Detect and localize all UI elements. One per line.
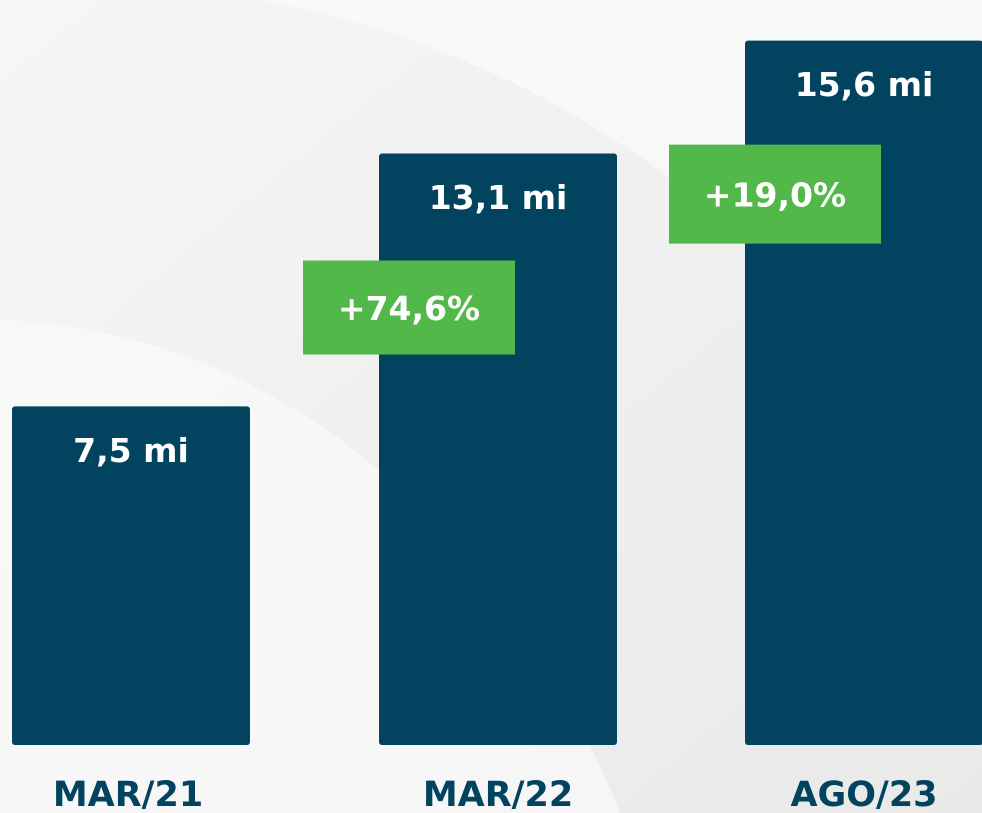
x-tick-label: MAR/21 bbox=[53, 775, 203, 813]
x-tick-label: AGO/23 bbox=[790, 775, 937, 813]
growth-box bbox=[303, 260, 515, 355]
bar bbox=[379, 153, 617, 746]
growth-label: +19,0% bbox=[704, 176, 846, 215]
value-label: 13,1 mi bbox=[429, 178, 568, 217]
bar bbox=[12, 406, 250, 745]
growth-box bbox=[669, 144, 881, 244]
x-tick-label: MAR/22 bbox=[423, 775, 573, 813]
growth-label: +74,6% bbox=[338, 289, 480, 328]
value-label: 7,5 mi bbox=[73, 431, 189, 470]
value-label: 15,6 mi bbox=[795, 65, 934, 104]
